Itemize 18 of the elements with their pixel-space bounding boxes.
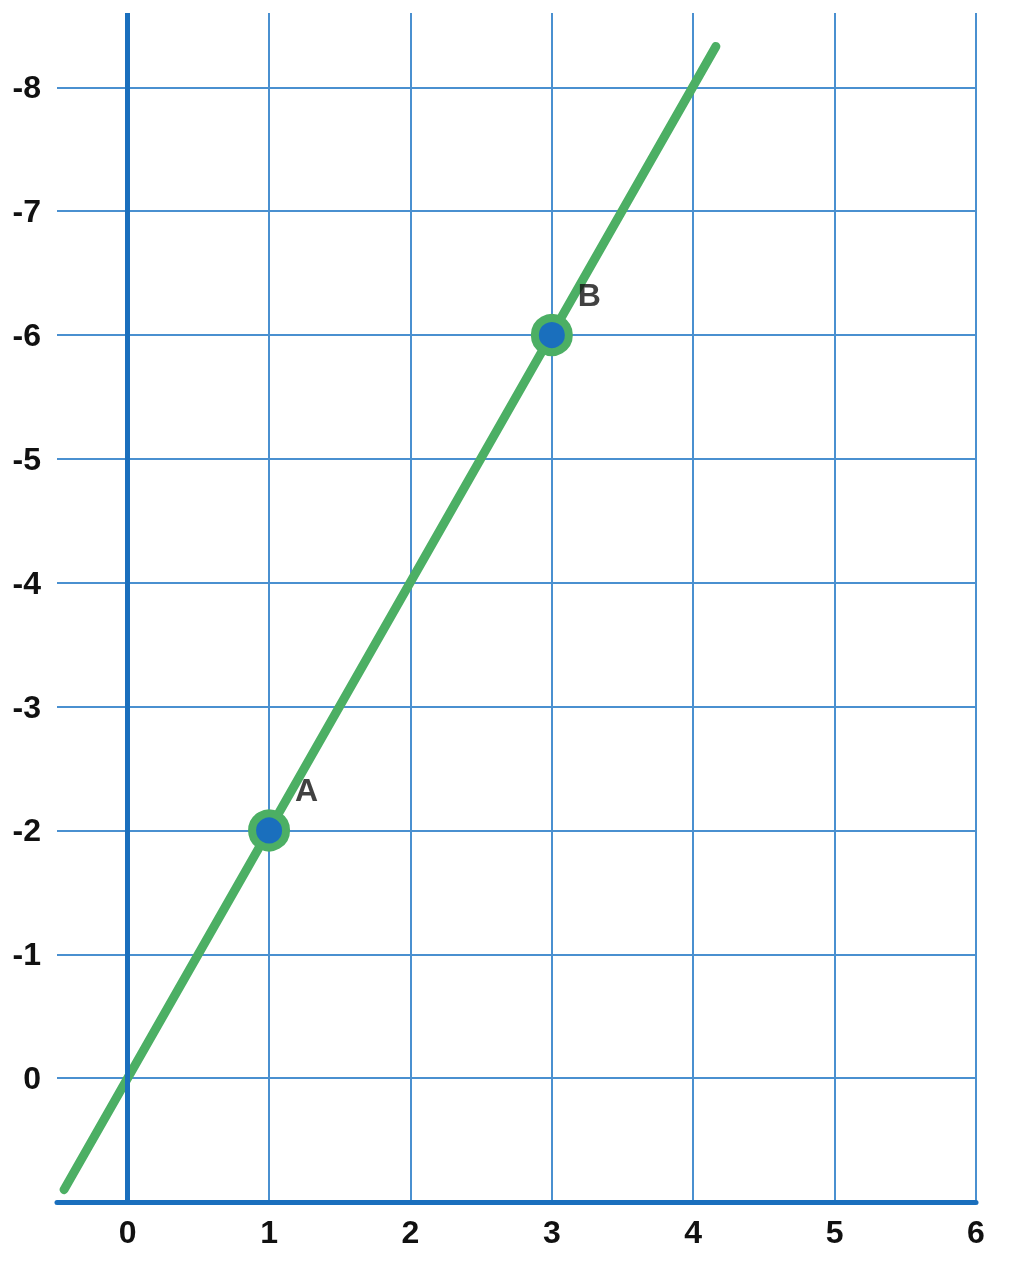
x-tick-label: 4 bbox=[684, 1214, 703, 1250]
x-tick-label: 2 bbox=[401, 1214, 420, 1250]
x-tick-label: 5 bbox=[825, 1214, 844, 1250]
x-tick-label: 0 bbox=[118, 1214, 137, 1250]
annotation: B bbox=[577, 277, 601, 314]
x-tick-label: 1 bbox=[260, 1214, 278, 1250]
y-tick-label: -6 bbox=[12, 317, 41, 354]
y-tick-label: -1 bbox=[12, 936, 41, 973]
y-tick-label: -3 bbox=[12, 688, 41, 725]
y-tick-label: -4 bbox=[12, 564, 42, 601]
y-tick-label: -2 bbox=[12, 812, 41, 849]
y-tick-label: -5 bbox=[12, 440, 41, 477]
x-tick-label: 6 bbox=[967, 1214, 985, 1250]
x-tick-label: 3 bbox=[542, 1214, 561, 1250]
y-tick-label: 0 bbox=[23, 1060, 41, 1097]
annotation: A bbox=[295, 772, 319, 809]
y-tick-label: -7 bbox=[12, 193, 41, 230]
y-tick-label: -8 bbox=[12, 69, 41, 106]
